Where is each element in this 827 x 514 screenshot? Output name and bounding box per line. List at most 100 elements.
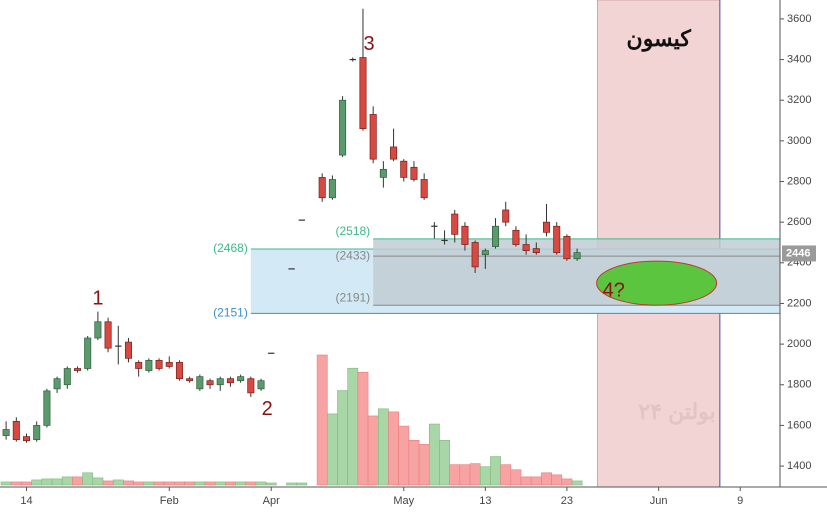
candle-body [216,378,224,386]
y-tick-label: 3400 [787,53,811,65]
candle-body [532,248,540,253]
y-tick-label: 2600 [787,216,811,228]
volume-bar [469,463,481,486]
candle-body [553,225,561,253]
volume-bar [326,413,338,486]
candle-body [247,378,255,394]
volume-bar [286,482,298,486]
last-price-box [782,245,816,262]
volume-bar [51,478,63,486]
volume-bar [449,464,461,486]
candle-body [369,114,377,160]
volume-bar [31,479,43,486]
volume-bar [41,478,53,486]
volume-bar [551,474,563,486]
x-tick-label: 14 [20,495,32,507]
annotation: 4? [603,279,625,301]
volume-bar [163,481,175,486]
x-tick-label: Jun [650,495,668,507]
volume-bar [428,423,440,486]
volume-bar [510,469,522,486]
candle-body [43,390,51,426]
candle-body [573,252,581,260]
volume-bar [490,456,501,486]
volume-bar [123,480,134,486]
x-tick-label: 23 [561,495,573,507]
volume-bar [479,466,491,486]
candle-body [257,380,265,390]
volume-bar [143,481,155,486]
volume-bar [72,476,83,486]
candle-body [206,380,214,386]
volume-bar [194,481,206,486]
volume-bar [92,477,104,486]
highlight-label: کیسون [627,26,692,52]
volume-bar [388,411,399,486]
volume-bar [541,472,552,486]
candle-body [492,225,500,247]
zone-label: (2151) [213,306,248,320]
candle-body [339,99,347,156]
volume-bar [500,464,512,486]
candle-body [420,179,428,199]
y-tick-label: 1400 [787,460,811,472]
volume-bar [316,354,328,486]
candle-body [145,360,153,371]
candle-body [124,341,132,359]
annotation: 3 [364,33,375,55]
candle-body [390,146,398,160]
x-tick-label: 9 [737,495,743,507]
x-tick-label: Feb [160,495,179,507]
candle-body [165,362,173,367]
y-tick-label: 2800 [787,175,811,187]
volume-bar [520,476,532,486]
annotation: 1 [92,287,103,309]
candle-body [451,213,459,235]
x-tick-label: 13 [479,495,491,507]
volume-bar [153,481,165,486]
volume-bar [530,476,542,486]
volume-bar [102,480,114,486]
y-tick-label: 3000 [787,135,811,147]
volume-bar [82,472,94,486]
y-tick-label: 2200 [787,297,811,309]
volume-bar [561,478,573,486]
candle-body [359,57,367,130]
volume-bar [265,482,277,486]
candle-body [410,166,418,180]
y-tick-label: 1800 [787,379,811,391]
volume-bar [357,371,369,486]
candle-body [226,378,234,384]
candle-body [175,362,183,380]
annotation: 2 [262,398,273,420]
volume-bar [112,479,124,486]
volume-bar [0,481,12,486]
candle-body [53,378,61,390]
candle-body [104,321,112,349]
volume-bar [204,481,216,486]
candle-body [63,368,71,386]
volume-bar [10,481,22,486]
volume-bar [337,390,348,486]
volume-bar [235,481,247,486]
volume-bar [439,440,450,486]
volume-bar [418,444,430,486]
volume-bar [571,480,583,486]
volume-bar [174,481,185,486]
candle-body [522,244,530,251]
zone-label: (2468) [213,241,248,255]
volume-bar [61,476,73,486]
volume-bar [133,481,145,486]
candle-body [12,420,20,440]
zone-label: (2191) [335,290,370,304]
volume-bar [184,481,196,486]
volume-bar [408,440,420,486]
zone-label: (2518) [335,224,370,238]
candle-body [379,168,387,178]
x-tick-label: Apr [263,495,280,507]
volume-bar [459,464,471,486]
candle-body [73,368,82,371]
candle-body [2,429,10,436]
